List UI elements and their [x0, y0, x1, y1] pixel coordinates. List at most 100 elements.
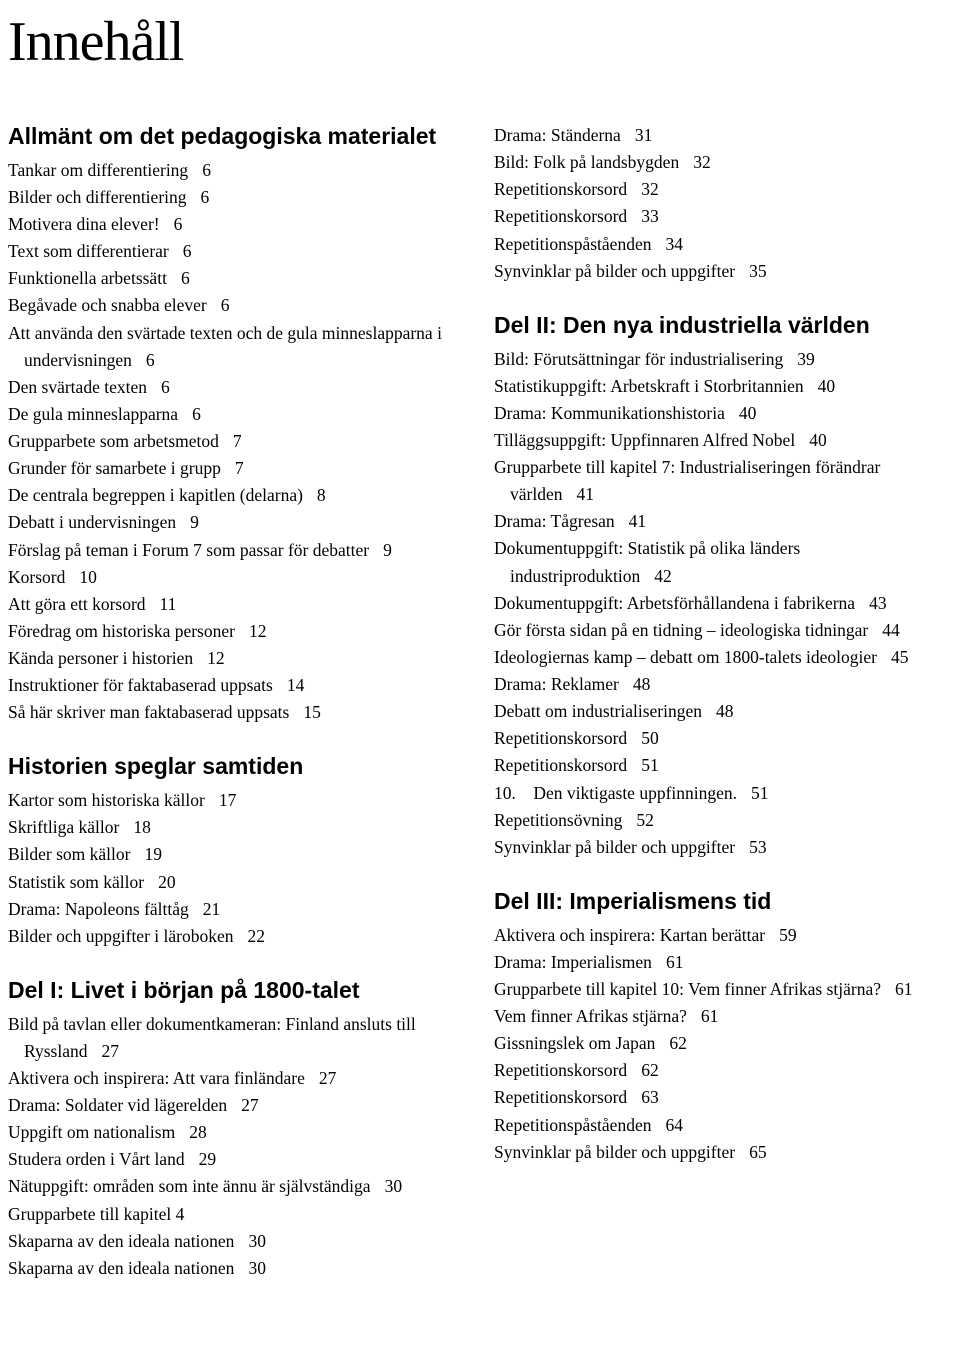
entry-page: 41	[615, 511, 647, 531]
toc-section: Allmänt om det pedagogiska materialet Tan…	[8, 122, 466, 726]
entry-page: 42	[640, 566, 672, 586]
entry-text: Repetitionskorsord	[494, 1060, 627, 1080]
entry-text: Repetitionsövning	[494, 810, 622, 830]
entry-page: 43	[855, 593, 887, 613]
entry-page: 10	[65, 567, 97, 587]
toc-entry: Så här skriver man faktabaserad uppsats1…	[8, 699, 466, 726]
entry-text: Kända personer i historien	[8, 648, 193, 668]
toc-entry: Nätuppgift: områden som inte ännu är sjä…	[8, 1173, 466, 1200]
entry-page: 61	[652, 952, 684, 972]
toc-entry: Debatt om industrialiseringen48	[494, 698, 952, 725]
entry-text: Den svärtade texten	[8, 377, 147, 397]
toc-entry: Bilder och uppgifter i läroboken22	[8, 923, 466, 950]
entry-page: 20	[144, 872, 176, 892]
toc-entry: Motivera dina elever!6	[8, 211, 466, 238]
entry-text: De centrala begreppen i kapitlen (delarn…	[8, 485, 303, 505]
toc-entry: Bild på tavlan eller dokumentkameran: Fi…	[8, 1011, 466, 1065]
entry-page: 12	[235, 621, 267, 641]
entry-text: Drama: Ständerna	[494, 125, 621, 145]
toc-entry: Aktivera och inspirera: Kartan berättar5…	[494, 922, 952, 949]
entry-page: 6	[167, 268, 190, 288]
toc-entry: Repetitionskorsord33	[494, 203, 952, 230]
entry-page: 11	[146, 594, 177, 614]
toc-section: Del III: Imperialismens tid Aktivera och …	[494, 887, 952, 1166]
entry-text: Synvinklar på bilder och uppgifter	[494, 261, 735, 281]
toc-entry: Gissningslek om Japan62	[494, 1030, 952, 1057]
toc-entry: Den svärtade texten6	[8, 374, 466, 401]
toc-entry: Drama: Imperialismen61	[494, 949, 952, 976]
toc-entry: Drama: Kommunikationshistoria40	[494, 400, 952, 427]
entry-page: 21	[189, 899, 221, 919]
entry-page: 65	[735, 1142, 767, 1162]
entry-text: Instruktioner för faktabaserad uppsats	[8, 675, 273, 695]
entry-text: Tankar om differentiering	[8, 160, 188, 180]
toc-section: Del I: Livet i början på 1800-talet Bild …	[8, 976, 466, 1282]
toc-entry: Synvinklar på bilder och uppgifter35	[494, 258, 952, 285]
entry-page: 27	[227, 1095, 259, 1115]
toc-entry: Instruktioner för faktabaserad uppsats14	[8, 672, 466, 699]
entry-page: 48	[702, 701, 734, 721]
toc-section: Drama: Ständerna31 Bild: Folk på landsbyg…	[494, 122, 952, 285]
entry-page: 9	[176, 512, 199, 532]
toc-entry: Gör första sidan på en tidning – ideolog…	[494, 617, 952, 644]
toc-entry: De centrala begreppen i kapitlen (delarn…	[8, 482, 466, 509]
toc-entry: Drama: Ständerna31	[494, 122, 952, 149]
entry-text: Ideologiernas kamp – debatt om 1800-tale…	[494, 647, 877, 667]
entry-page: 15	[289, 702, 321, 722]
entry-page: 6	[188, 160, 211, 180]
left-column: Allmänt om det pedagogiska materialet Tan…	[8, 122, 466, 1308]
toc-entry: Skriftliga källor18	[8, 814, 466, 841]
entry-text: Skriftliga källor	[8, 817, 119, 837]
toc-entry: Att använda den svärtade texten och de g…	[8, 320, 466, 374]
entry-page: 6	[178, 404, 201, 424]
entry-text: Begåvade och snabba elever	[8, 295, 207, 315]
toc-entry: 10. Den viktigaste uppfinningen.51	[494, 780, 952, 807]
toc-entry: Studera orden i Vårt land29	[8, 1146, 466, 1173]
section-heading: Del I: Livet i början på 1800-talet	[8, 976, 466, 1005]
entry-page: 34	[651, 234, 683, 254]
entry-text: Kartor som historiska källor	[8, 790, 205, 810]
toc-entry: Debatt i undervisningen9	[8, 509, 466, 536]
entry-text: Bild: Folk på landsbygden	[494, 152, 679, 172]
toc-entry: Att göra ett korsord11	[8, 591, 466, 618]
entry-text: Drama: Kommunikationshistoria	[494, 403, 725, 423]
entry-text: De gula minneslapparna	[8, 404, 178, 424]
entry-page: 33	[627, 206, 659, 226]
entry-page: 30	[371, 1176, 403, 1196]
entry-text: Bilder som källor	[8, 844, 130, 864]
entry-page: 50	[627, 728, 659, 748]
entry-page: 35	[735, 261, 767, 281]
section-heading: Historien speglar samtiden	[8, 752, 466, 781]
entry-text: Synvinklar på bilder och uppgifter	[494, 1142, 735, 1162]
entry-text: Dokumentuppgift: Arbetsförhållandena i f…	[494, 593, 855, 613]
section-heading: Del III: Imperialismens tid	[494, 887, 952, 916]
entry-text: Synvinklar på bilder och uppgifter	[494, 837, 735, 857]
entry-page: 40	[795, 430, 827, 450]
entry-text: Så här skriver man faktabaserad uppsats	[8, 702, 289, 722]
entry-page: 62	[627, 1060, 659, 1080]
entry-page: 39	[783, 349, 815, 369]
entry-text: Repetitionskorsord	[494, 1087, 627, 1107]
entry-page: 18	[119, 817, 151, 837]
toc-entry: Vem finner Afrikas stjärna?61	[494, 1003, 952, 1030]
entry-page: 22	[234, 926, 266, 946]
toc-entry: Korsord10	[8, 564, 466, 591]
toc-entry: Repetitionspåståenden64	[494, 1112, 952, 1139]
entry-page: 53	[735, 837, 767, 857]
toc-entry: Statistik som källor20	[8, 869, 466, 896]
toc-entry: Bild: Förutsättningar för industrialiser…	[494, 346, 952, 373]
section-heading: Allmänt om det pedagogiska materialet	[8, 122, 466, 151]
entry-page: 41	[562, 484, 594, 504]
toc-entry: Repetitionskorsord63	[494, 1084, 952, 1111]
toc-entry: Repetitionspåståenden34	[494, 231, 952, 258]
section-heading: Del II: Den nya industriella världen	[494, 311, 952, 340]
entry-page: 45	[877, 647, 909, 667]
entry-page: 30	[234, 1258, 266, 1278]
entry-page: 29	[185, 1149, 217, 1169]
entry-text: Drama: Tågresan	[494, 511, 615, 531]
toc-entry: Tilläggsuppgift: Uppfinnaren Alfred Nobe…	[494, 427, 952, 454]
entry-page: 32	[679, 152, 711, 172]
entry-page: 6	[169, 241, 192, 261]
entry-page: 32	[627, 179, 659, 199]
entry-text: Förslag på teman i Forum 7 som passar fö…	[8, 540, 369, 560]
